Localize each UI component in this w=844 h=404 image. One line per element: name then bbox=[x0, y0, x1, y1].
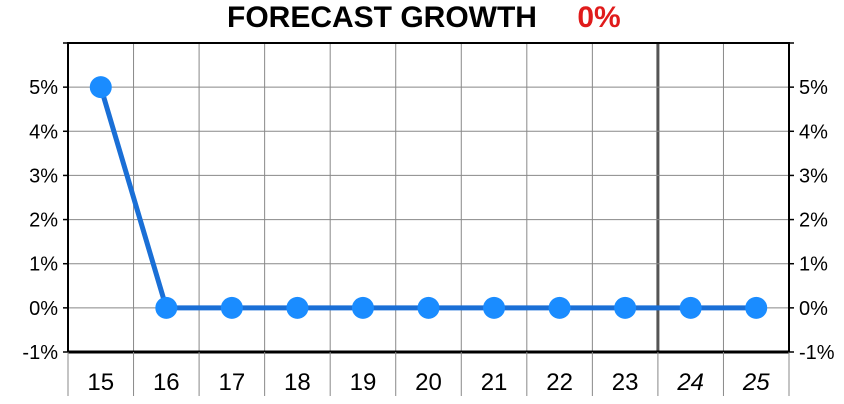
x-tick-label-20: 20 bbox=[415, 369, 442, 396]
series-forecast-growth bbox=[89, 76, 768, 319]
x-tick-label-15: 15 bbox=[87, 369, 114, 396]
y-tick-label-right: 5% bbox=[799, 77, 828, 99]
data-point-18 bbox=[286, 296, 309, 319]
y-tick-label-right: 1% bbox=[799, 254, 828, 276]
data-point-22 bbox=[548, 296, 571, 319]
x-tick-label-23: 23 bbox=[612, 369, 639, 396]
x-tick-label-19: 19 bbox=[350, 369, 377, 396]
y-tick-label-left: 5% bbox=[29, 77, 58, 99]
x-tick-label-21: 21 bbox=[481, 369, 508, 396]
x-axis: 15 16 17 18 19 20 21 22 23 24 25 bbox=[67, 352, 790, 396]
y-tick-label-left: 4% bbox=[29, 121, 58, 143]
x-tick-label-16: 16 bbox=[153, 369, 180, 396]
data-point-17 bbox=[220, 296, 243, 319]
data-point-16 bbox=[155, 296, 178, 319]
x-tick-label-17: 17 bbox=[219, 369, 246, 396]
data-point-24 bbox=[679, 296, 702, 319]
x-tick-label-25: 25 bbox=[742, 369, 770, 396]
plot-frame bbox=[67, 42, 790, 354]
grid-lines bbox=[68, 43, 789, 352]
data-point-19 bbox=[351, 296, 374, 319]
data-point-23 bbox=[614, 296, 637, 319]
y-tick-label-right: 0% bbox=[799, 298, 828, 320]
data-point-25 bbox=[745, 296, 768, 319]
x-tick-label-18: 18 bbox=[284, 369, 311, 396]
y-tick-label-left: 1% bbox=[29, 254, 58, 276]
data-point-20 bbox=[417, 296, 440, 319]
y-tick-label-right: 2% bbox=[799, 210, 828, 232]
chart-title: FORECAST GROWTH bbox=[227, 1, 537, 34]
growth-value: 0% bbox=[577, 1, 620, 34]
y-tick-label-right: 3% bbox=[799, 165, 828, 187]
y-tick-label-left: 3% bbox=[29, 165, 58, 187]
y-tick-label-left: 0% bbox=[29, 298, 58, 320]
y-tick-label-right: 4% bbox=[799, 121, 828, 143]
y-axis-right: 5% 4% 3% 2% 1% 0% -1% bbox=[789, 42, 835, 364]
data-point-21 bbox=[483, 296, 506, 319]
x-tick-label-22: 22 bbox=[546, 369, 573, 396]
x-tick-label-24: 24 bbox=[676, 369, 704, 396]
y-axis-left: 5% 4% 3% 2% 1% 0% -1% bbox=[22, 42, 68, 364]
y-tick-label-left: -1% bbox=[22, 342, 58, 364]
y-tick-label-left: 2% bbox=[29, 210, 58, 232]
data-point-15 bbox=[89, 76, 112, 99]
y-tick-label-right: -1% bbox=[799, 342, 835, 364]
